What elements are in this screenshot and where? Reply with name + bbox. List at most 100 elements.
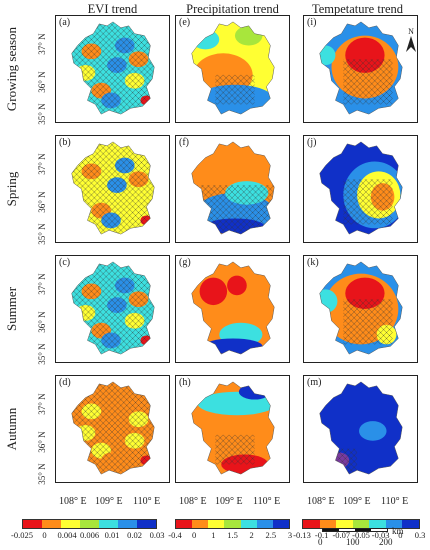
y-tick-label: 37° N (37, 273, 47, 295)
y-tick-label: 36° N (37, 191, 47, 213)
x-tick-label: 109° E (343, 496, 371, 507)
colorbar-swatch (385, 520, 403, 528)
colorbar-tick-label: 0 (192, 530, 197, 540)
colorbar-tick-label: -0.07 (332, 530, 351, 540)
colorbar-swatch (42, 520, 61, 528)
x-tick-label: 110° E (381, 496, 409, 507)
colorbar-swatch (272, 520, 289, 528)
x-tick-label: 108° E (307, 496, 335, 507)
colorbar-swatch (336, 520, 353, 528)
scale-label-100: 100 (346, 537, 360, 547)
colorbar-tick-label: 0.02 (127, 530, 142, 540)
colorbar-tick-label: 0 (42, 530, 47, 540)
colorbar-labels-evi: -0.025 0 0.004 0.006 0.01 0.02 0.03 (11, 530, 164, 542)
y-tick-label: 35° N (37, 223, 47, 245)
colorbar-tick-label: 0.006 (79, 530, 100, 540)
colorbar-swatch (80, 520, 99, 528)
colorbar-tick-label: 0.3 (414, 530, 426, 540)
colorbar-swatch (23, 520, 42, 528)
x-tick-label: 110° E (253, 496, 281, 507)
row-label-autumn: Autumn (4, 407, 19, 451)
panel-label: (f) (179, 137, 189, 148)
panel-label: (b) (59, 137, 71, 148)
x-tick-label: 109° E (95, 496, 123, 507)
north-label: N (408, 27, 414, 36)
colorbar-tick-label: 1.5 (227, 530, 238, 540)
x-tick-label: 108° E (179, 496, 207, 507)
map-panel-d: (d) (55, 375, 170, 483)
column-title-evi: EVI trend (87, 2, 138, 16)
y-tick-label: 35° N (37, 343, 47, 365)
scale-label-200: 200 (379, 537, 393, 547)
colorbar-tick-label: -0.03 (371, 530, 390, 540)
colorbar-tick-label: 0 (398, 530, 403, 540)
colorbar-swatch (369, 520, 386, 528)
panel-label: (k) (307, 257, 319, 268)
map-panel-e: (e) (175, 15, 290, 123)
colorbar-tick-label: 0.03 (149, 530, 165, 540)
y-tick-label: 37° N (37, 393, 47, 415)
y-tick-label: 35° N (37, 103, 47, 125)
y-tick-label: 36° N (37, 431, 47, 453)
map-panel-f: (f) (175, 135, 290, 243)
colorbar-tick-label: 1 (211, 530, 216, 540)
colorbar-swatch (240, 520, 257, 528)
panel-label: (c) (59, 257, 71, 268)
colorbar-swatch (176, 520, 193, 528)
colorbar-tick-label: 0.004 (57, 530, 77, 540)
row-label-summer: Summer (4, 286, 19, 332)
scale-bar (322, 528, 388, 532)
colorbar-swatch (192, 520, 209, 528)
scale-label-0: 0 (318, 537, 323, 547)
panel-label: (e) (179, 17, 191, 28)
colorbar-swatch (137, 520, 156, 528)
colorbar-swatch (118, 520, 137, 528)
colorbar-tick-label: 0.01 (104, 530, 120, 540)
x-tick-label: 109° E (215, 496, 243, 507)
map-panel-c: (c) (55, 255, 170, 363)
row-label-spring: Spring (4, 171, 19, 207)
colorbar-labels-precipitation: -0.4 0 1 1.5 2 2.5 3 (168, 530, 292, 542)
y-tick-label: 36° N (37, 311, 47, 333)
panel-label: (d) (59, 377, 71, 388)
scale-unit: km (392, 526, 404, 536)
panel-label: (g) (179, 257, 191, 268)
colorbar-swatch (319, 520, 337, 528)
colorbar-labels-temperature: -0.13 -0.1 -0.07 -0.05 -0.03 0 0.3 (293, 530, 425, 542)
y-tick-label: 37° N (37, 153, 47, 175)
colorbar-swatch (402, 520, 420, 528)
colorbar-tick-label: -0.1 (314, 530, 329, 540)
colorbar-tick-label: -0.13 (293, 530, 311, 540)
x-tick-label: 110° E (133, 496, 161, 507)
colorbar-evi (22, 519, 157, 529)
panel-label: (j) (307, 137, 317, 148)
colorbar-swatch (224, 520, 241, 528)
colorbar-tick-label: 2 (249, 530, 254, 540)
colorbar-swatch (208, 520, 225, 528)
map-panel-j: (j) (303, 135, 418, 243)
north-arrow-icon: N (405, 28, 417, 54)
map-panel-k: (k) (303, 255, 418, 363)
map-panel-m: (m) (303, 375, 418, 483)
x-tick-label: 108° E (59, 496, 87, 507)
panel-label: (m) (307, 377, 322, 388)
colorbar-swatch (61, 520, 80, 528)
colorbar-swatch (352, 520, 370, 528)
y-tick-label: 35° N (37, 463, 47, 485)
map-panel-i: (i) (303, 15, 418, 123)
row-label-growing-season: Growing season (4, 26, 19, 112)
colorbar-precipitation (175, 519, 290, 529)
panel-label: (i) (307, 17, 317, 28)
panel-label: (h) (179, 377, 191, 388)
colorbar-tick-label: -0.4 (168, 530, 182, 540)
colorbar-swatch (256, 520, 273, 528)
column-title-temperature: Tempetature trend (311, 2, 404, 16)
map-panel-h: (h) (175, 375, 290, 483)
colorbar-tick-label: 2.5 (265, 530, 277, 540)
map-panel-g: (g) (175, 255, 290, 363)
colorbar-tick-label: -0.025 (11, 530, 33, 540)
map-panel-a: (a) (55, 15, 170, 123)
colorbar-swatch (303, 520, 320, 528)
column-title-precipitation: Precipitation trend (186, 2, 279, 16)
panel-label: (a) (59, 17, 71, 28)
